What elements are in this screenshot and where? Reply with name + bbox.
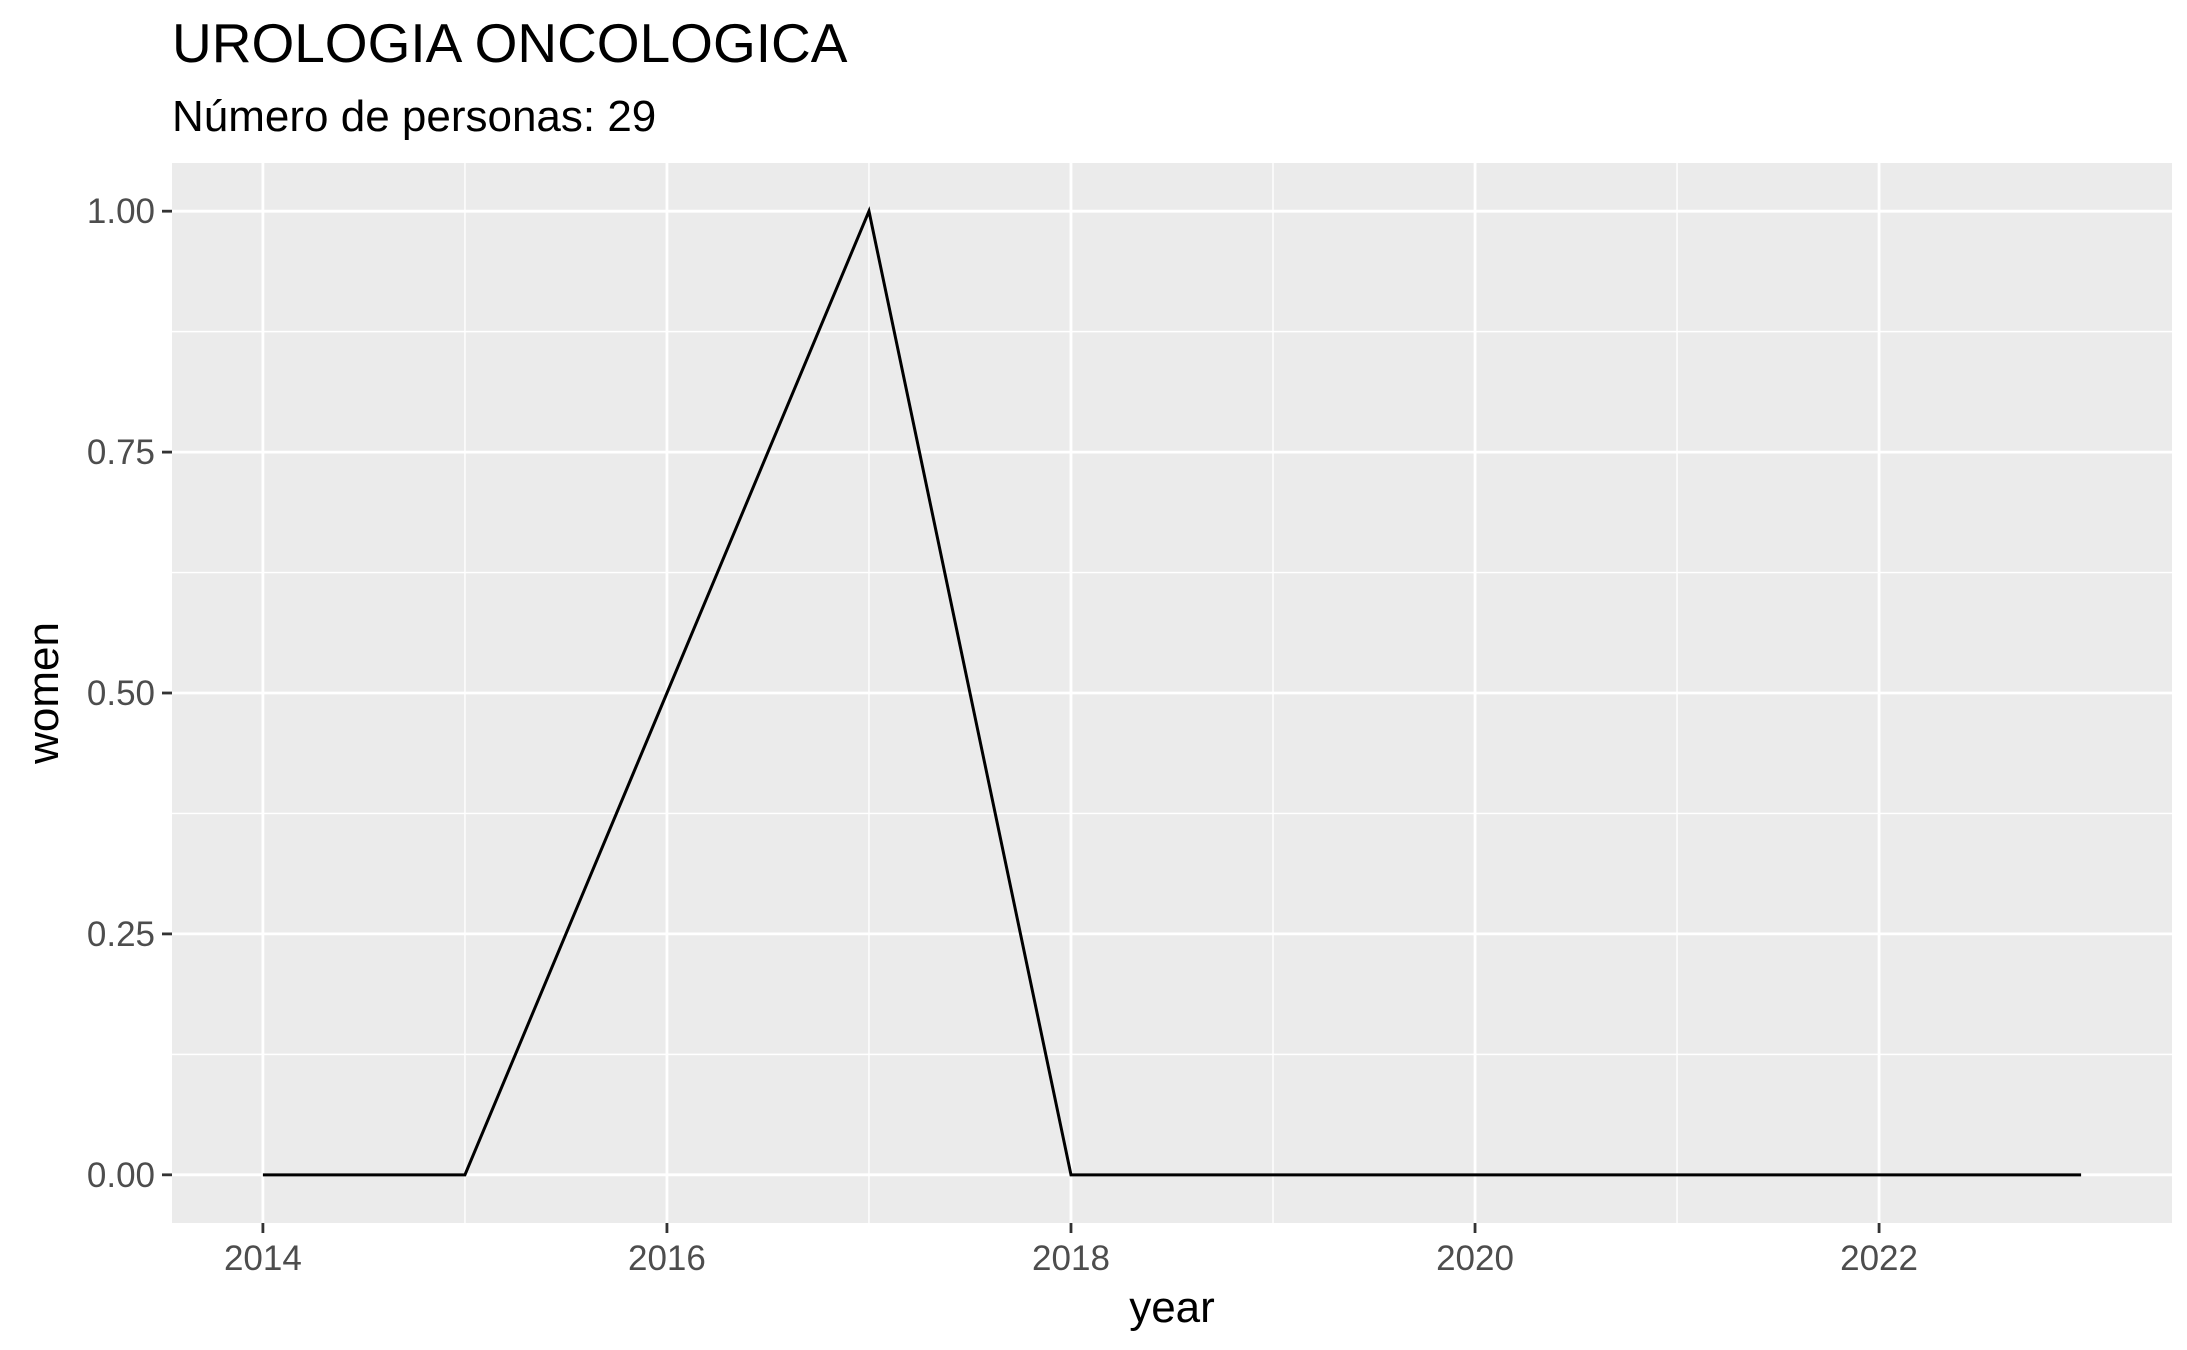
- x-tick-label: 2022: [1840, 1239, 1918, 1278]
- chart-subtitle: Número de personas: 29: [172, 92, 656, 141]
- y-axis: 0.00 0.25 0.50 0.75 1.00: [87, 192, 172, 1195]
- x-axis: 2014 2016 2018 2020 2022: [224, 1223, 1918, 1278]
- y-tick-label: 0.25: [87, 915, 155, 954]
- x-tick-label: 2020: [1436, 1239, 1514, 1278]
- y-tick-label: 0.00: [87, 1156, 155, 1195]
- y-axis-title: women: [19, 622, 68, 765]
- x-tick-label: 2018: [1032, 1239, 1110, 1278]
- y-tick-label: 1.00: [87, 192, 155, 231]
- y-tick-label: 0.50: [87, 674, 155, 713]
- x-tick-label: 2016: [628, 1239, 706, 1278]
- series-layer: [262, 206, 2082, 1177]
- series-line: [262, 206, 2082, 1177]
- x-tick-label: 2014: [224, 1239, 302, 1278]
- x-axis-title: year: [1129, 1283, 1215, 1332]
- chart-title: UROLOGIA ONCOLOGICA: [172, 12, 848, 74]
- y-tick-label: 0.75: [87, 433, 155, 472]
